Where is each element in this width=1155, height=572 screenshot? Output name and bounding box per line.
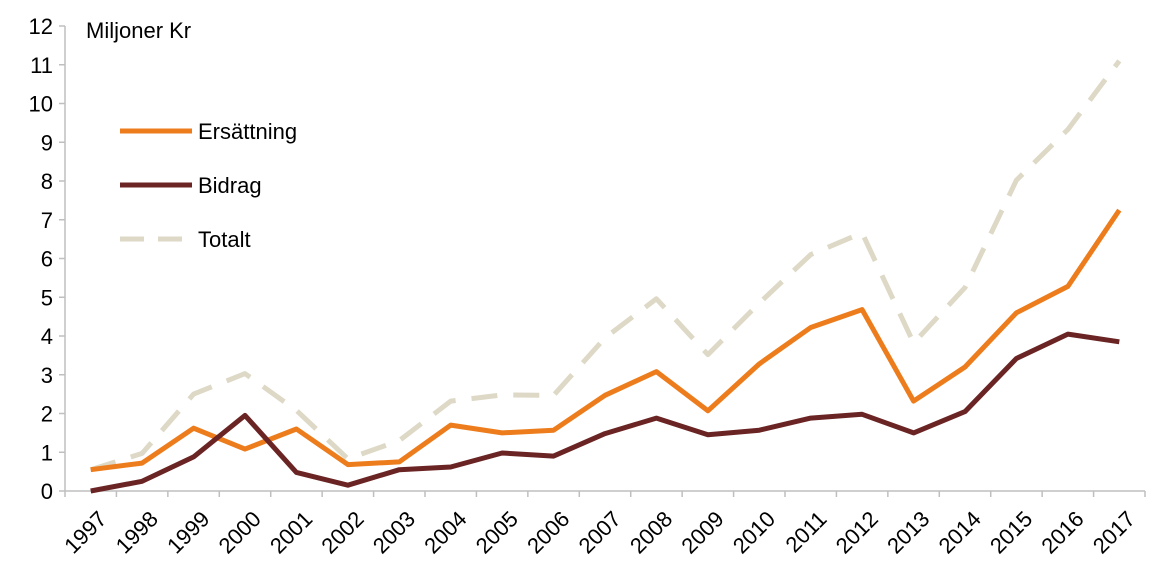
y-tick-label: 8 [41,169,53,194]
x-tick-label: 2016 [1036,506,1088,558]
x-tick-label: 2014 [934,506,986,558]
x-tick-label: 2002 [316,506,368,558]
x-tick-label: 2010 [728,506,780,558]
y-tick-label: 6 [41,247,53,272]
series-layer [89,59,1122,494]
legend-label-bidrag: Bidrag [198,173,262,198]
x-tick-label: 1997 [59,506,111,558]
legend-label-totalt: Totalt [198,227,251,252]
x-tick-label: 1999 [162,506,214,558]
x-tick-label: 2013 [882,506,934,558]
x-tick-label: 2008 [625,506,677,558]
series-line-bidrag [90,331,1120,494]
legend-label-ersattning: Ersättning [198,119,297,144]
x-tick-label: 2007 [574,506,626,558]
y-tick-label: 4 [41,324,53,349]
x-tick-label: 2005 [471,506,523,558]
series-line-ersattning [90,208,1122,473]
y-tick-label: 10 [29,92,53,117]
x-tick-label: 2015 [985,506,1037,558]
y-tick-label: 2 [41,402,53,427]
x-tick-label: 1998 [111,506,163,558]
legend: Ersättning Bidrag Totalt [120,119,297,252]
x-tick-label: 2000 [214,506,266,558]
x-ticks: 1997 1998 1999 2000 2001 2002 2003 2004 2005 2006… [59,491,1146,558]
y-tick-label: 7 [41,208,53,233]
x-tick-label: 2006 [522,506,574,558]
x-tick-label: 2011 [780,506,831,557]
x-tick-label: 2009 [676,506,728,558]
x-tick-label: 2012 [831,506,883,558]
x-tick-label: 2004 [419,506,471,558]
x-tick-label: 2017 [1088,506,1140,558]
x-tick-label: 2001 [265,506,317,558]
y-tick-label: 1 [41,440,53,465]
y-axis-unit-label: Miljoner Kr [86,18,191,43]
y-tick-label: 9 [41,130,53,155]
x-tick-label: 2003 [368,506,420,558]
y-tick-label: 12 [29,14,53,39]
y-tick-label: 5 [41,285,53,310]
y-tick-label: 0 [41,479,53,504]
y-tick-label: 3 [41,363,53,388]
y-tick-label: 11 [30,53,53,78]
